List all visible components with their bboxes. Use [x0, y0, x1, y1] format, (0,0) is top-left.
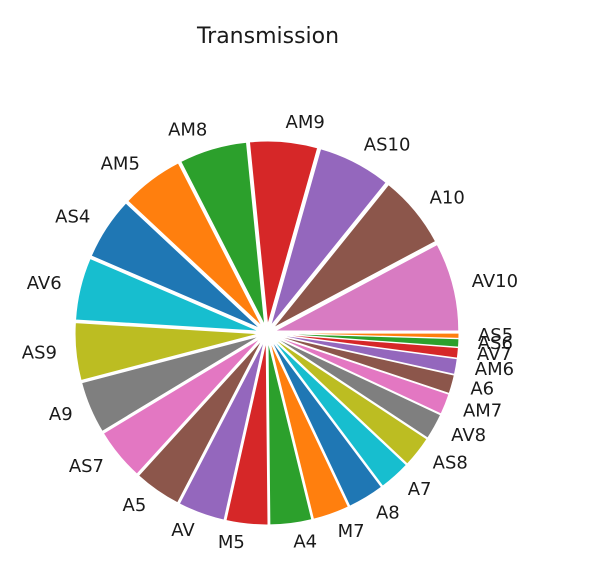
pie-label-m5: M5: [218, 532, 245, 553]
pie-slice-av8: [273, 336, 442, 439]
pie-slice-as5: [274, 332, 460, 339]
pie-slices: [74, 140, 460, 526]
pie-label-as5: AS5: [478, 325, 513, 346]
pie-slice-a4: [267, 340, 313, 526]
pie-label-as9: AS9: [22, 343, 57, 364]
pie-label-av6: AV6: [27, 273, 62, 294]
pie-label-av10: AV10: [472, 271, 518, 292]
pie-slice-am6: [274, 333, 458, 375]
pie-label-am9: AM9: [286, 112, 325, 133]
pie-label-as6: AS6: [478, 333, 513, 354]
pie-label-as4: AS4: [55, 207, 90, 228]
pie-slice-am5: [127, 162, 263, 327]
pie-label-am5: AM5: [101, 154, 140, 175]
pie-slice-m7: [269, 340, 350, 520]
pie-label-as7: AS7: [69, 456, 104, 477]
pie-label-m7: M7: [338, 521, 365, 542]
pie-label-a8: A8: [376, 503, 400, 524]
pie-slice-a8: [270, 339, 383, 507]
pie-label-av8: AV8: [451, 425, 486, 446]
pie-slice-as10: [270, 148, 387, 327]
chart-title: Transmission: [196, 24, 340, 49]
pie-label-av7: AV7: [477, 344, 512, 365]
pie-label-a6: A6: [470, 378, 494, 399]
pie-label-am8: AM8: [168, 120, 207, 141]
pie-label-a5: A5: [123, 495, 147, 516]
pie-label-a10: A10: [430, 188, 465, 209]
pie-slice-am9: [248, 140, 319, 326]
pie-slice-av: [178, 340, 265, 521]
pie-slice-as4: [90, 202, 261, 330]
pie-label-as8: AS8: [433, 453, 468, 474]
pie-label-as10: AS10: [364, 135, 411, 156]
pie-slice-as8: [272, 337, 428, 465]
pie-slice-m5: [225, 340, 269, 526]
pie-slice-am7: [274, 335, 450, 415]
pie-slice-av6: [75, 257, 260, 332]
pie-slice-a9: [81, 335, 260, 433]
pie-slice-a10: [272, 183, 437, 329]
pie-label-av: AV: [171, 520, 195, 541]
pie-slice-am8: [180, 141, 266, 326]
pie-labels: AV10 A10 AS10 AM9 AM8 AM5 AS4 AV6 AS9 A9 AS7 A5 AV M5…: [22, 112, 518, 553]
pie-slice-as7: [102, 337, 262, 475]
pie-slice-a6: [274, 334, 455, 395]
pie-label-a4: A4: [293, 531, 317, 552]
pie-slice-as9: [74, 322, 260, 382]
pie-slice-av10: [274, 243, 460, 332]
pie-label-a9: A9: [49, 404, 73, 425]
pie-label-am6: AM6: [475, 359, 514, 380]
pie-label-a7: A7: [408, 479, 432, 500]
pie-slice-a5: [137, 339, 263, 504]
pie-slice-a7: [271, 338, 408, 487]
pie-label-am7: AM7: [463, 400, 502, 421]
